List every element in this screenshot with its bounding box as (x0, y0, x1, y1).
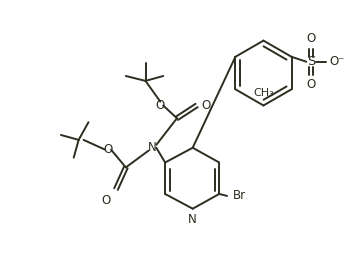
Text: N: N (148, 141, 157, 154)
Text: O: O (103, 143, 113, 156)
Text: O: O (307, 78, 316, 91)
Text: Br: Br (233, 189, 246, 202)
Text: N: N (188, 213, 197, 226)
Text: O⁻: O⁻ (329, 55, 344, 68)
Text: O: O (307, 32, 316, 45)
Text: O: O (201, 99, 211, 112)
Text: CH₃: CH₃ (253, 88, 274, 98)
Text: O: O (156, 99, 165, 112)
Text: O: O (102, 194, 111, 207)
Text: S: S (307, 55, 316, 68)
